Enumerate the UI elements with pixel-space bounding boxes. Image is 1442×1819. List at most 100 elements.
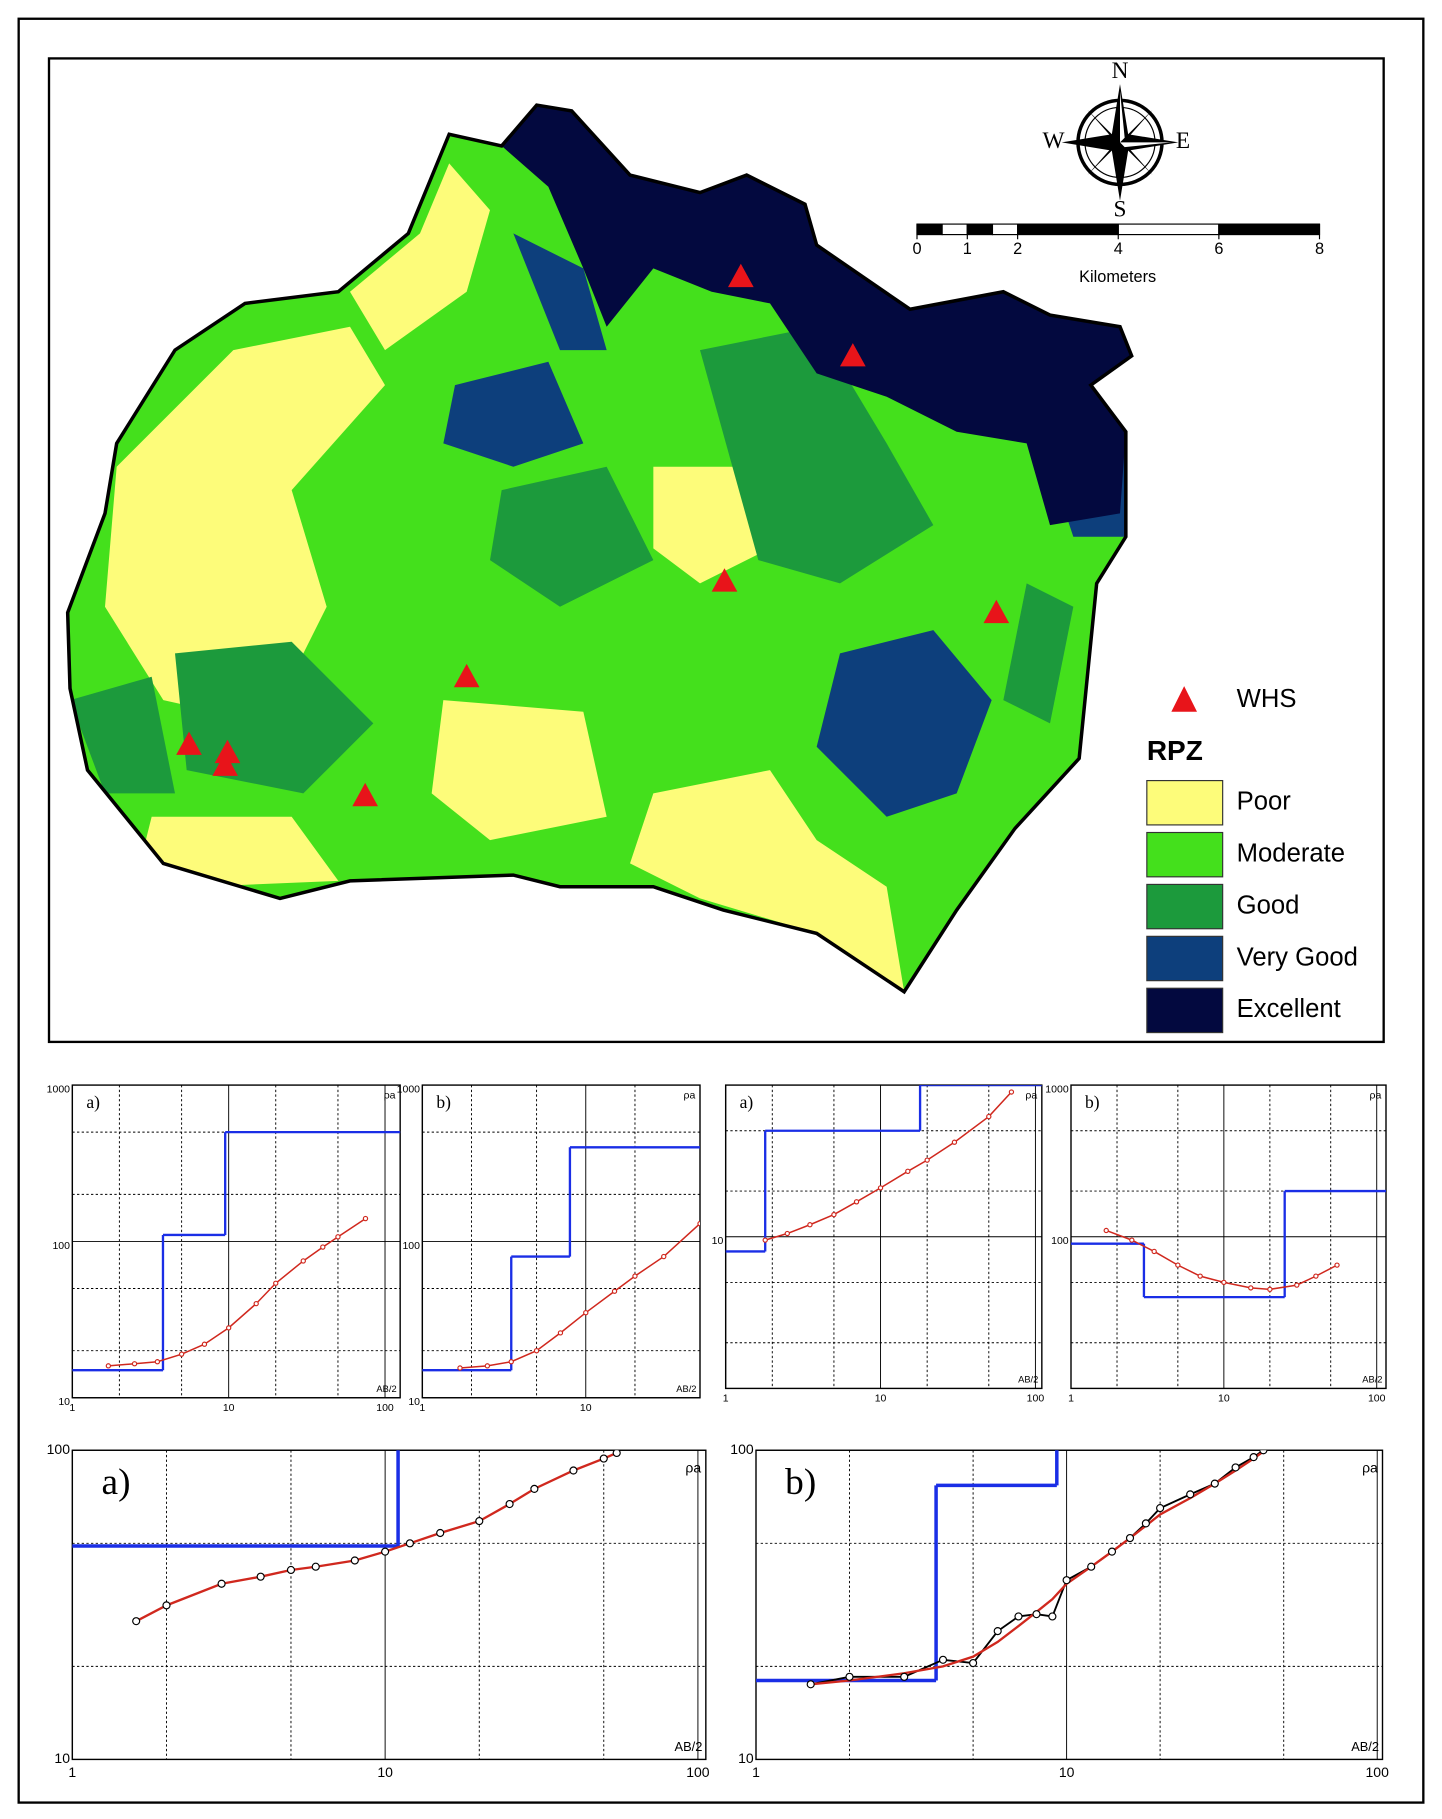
observed-point	[1141, 1519, 1150, 1528]
observed-point	[612, 1450, 621, 1458]
legend-label: Poor	[1237, 788, 1292, 816]
observed-point	[611, 1288, 618, 1294]
plot-marks	[72, 1130, 401, 1372]
basin	[65, 103, 1134, 995]
x-axis-label: AB/2	[1018, 1375, 1038, 1385]
observed-point	[162, 1601, 171, 1610]
x-axis-label: AB/2	[1351, 1739, 1379, 1754]
x-tick-label: 1	[723, 1393, 729, 1405]
observed-point	[845, 1672, 854, 1681]
y-axis-label: ρa	[684, 1089, 696, 1101]
observed-point	[1008, 1089, 1015, 1095]
observed-point	[951, 1139, 958, 1145]
x-tick-label: 100	[686, 1764, 710, 1780]
legend-whs-marker	[1171, 686, 1197, 712]
y-tick-label: 100	[730, 1441, 754, 1457]
observed-point	[132, 1617, 141, 1626]
observed-point	[1259, 1450, 1268, 1455]
compass-star	[1061, 84, 1179, 201]
observed-point	[1087, 1562, 1096, 1571]
compass-star	[1120, 91, 1125, 143]
fitted-curve	[135, 1451, 618, 1623]
observed-point	[986, 1113, 992, 1120]
whs-marker	[352, 782, 378, 807]
observed-point	[938, 1655, 948, 1664]
legend-label: Good	[1237, 891, 1300, 919]
observed-point	[1032, 1610, 1041, 1619]
ve-plot: 1 10 100 100 1000 b) ρa AB/2	[1045, 1084, 1387, 1405]
calculated-curve	[810, 1450, 1265, 1686]
observed-point	[350, 1556, 359, 1565]
observed-point	[831, 1211, 837, 1218]
legend-swatch	[1146, 780, 1224, 826]
observed-point	[806, 1680, 815, 1689]
observed-point	[632, 1273, 638, 1279]
observed-point	[131, 1361, 138, 1367]
y-tick-label: 10	[58, 1396, 70, 1408]
excellent-zone	[501, 105, 1132, 526]
legend-swatch	[1146, 831, 1224, 878]
plot-frame	[1070, 1084, 1387, 1390]
observed-point	[1210, 1479, 1219, 1488]
observed-point	[1294, 1282, 1300, 1288]
legend-swatch	[1146, 935, 1224, 982]
observed-point	[225, 1325, 232, 1331]
legend-whs-label: WHS	[1237, 685, 1297, 713]
observed-point	[1175, 1262, 1181, 1268]
x-tick-label: 100	[376, 1402, 394, 1414]
y-axis-label: ρa	[384, 1089, 396, 1101]
observed-point	[362, 1215, 369, 1222]
plot-frame	[755, 1449, 1384, 1761]
observed-point	[1107, 1547, 1117, 1556]
scale-segment	[991, 223, 1019, 236]
observed-point	[286, 1565, 296, 1575]
y-tick-label: 100	[47, 1441, 71, 1457]
observed-point	[569, 1466, 578, 1475]
whs-marker	[728, 263, 754, 288]
observed-point	[475, 1517, 484, 1526]
ve-plot: 1 10 100 10 a) ρa AB/2	[712, 1084, 1044, 1405]
scale-segment	[916, 223, 943, 236]
x-axis-label: AB/2	[376, 1384, 396, 1394]
x-tick-label: 10	[1059, 1764, 1075, 1780]
observed-point	[1221, 1279, 1227, 1286]
whs-marker	[214, 739, 241, 764]
observed-point	[697, 1220, 700, 1227]
good-zone	[490, 466, 654, 607]
basin-outline	[65, 103, 1134, 995]
observed-point	[1048, 1612, 1057, 1621]
whs-marker	[711, 568, 738, 592]
y-axis-label: ρa	[685, 1460, 701, 1476]
observed-point	[300, 1258, 306, 1264]
observed-point	[154, 1359, 161, 1365]
panel-label: a)	[86, 1092, 100, 1112]
poor-zone	[431, 700, 607, 841]
x-axis-label: AB/2	[675, 1739, 703, 1754]
observed-point	[457, 1365, 463, 1371]
observed-point	[505, 1499, 514, 1509]
y-tick-label: 10	[712, 1235, 724, 1247]
observed-point	[381, 1547, 390, 1556]
observed-point	[253, 1300, 259, 1307]
x-tick-label: 1	[1068, 1393, 1074, 1405]
observed-point	[762, 1237, 768, 1243]
observed-point	[1334, 1262, 1340, 1268]
scale-segment	[941, 223, 968, 236]
x-tick-label: 10	[223, 1402, 235, 1414]
panel-label: b)	[785, 1462, 816, 1503]
observed-point	[1186, 1490, 1195, 1499]
x-tick-label: 100	[1366, 1764, 1390, 1780]
whs-marker	[212, 752, 238, 776]
good-zone	[70, 676, 175, 794]
observed-point	[1014, 1612, 1023, 1621]
compass-north: N	[1112, 58, 1129, 84]
plot-area	[756, 1450, 1383, 1760]
observed-point	[661, 1253, 667, 1260]
plot-frame	[724, 1084, 1043, 1390]
scale-segment	[1017, 223, 1119, 236]
observed-point	[484, 1363, 491, 1369]
observed-point	[1267, 1286, 1273, 1293]
